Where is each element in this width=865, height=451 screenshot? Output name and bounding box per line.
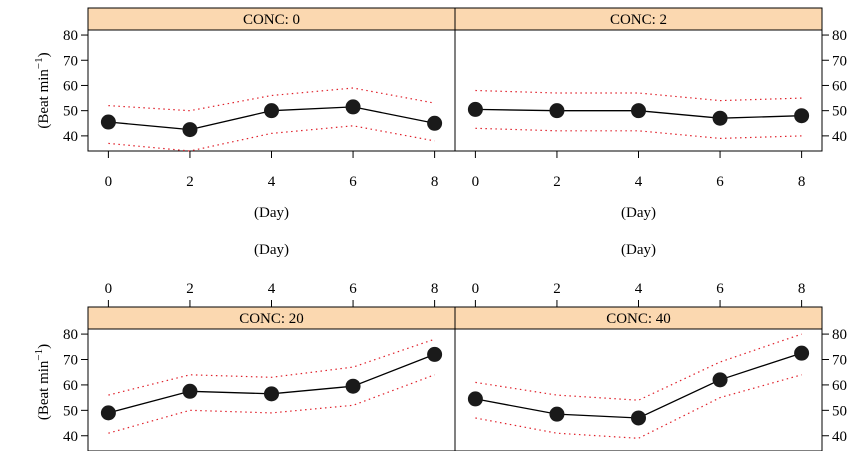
y-tick-label: 60: [832, 378, 847, 394]
mean-line: [108, 353, 435, 414]
data-point: [345, 378, 361, 394]
data-point: [549, 103, 565, 119]
y-tick-label: 70: [832, 353, 847, 369]
data-point: [345, 99, 361, 115]
data-point: [631, 410, 646, 426]
y-tick-label: 50: [63, 104, 78, 120]
data-point: [794, 108, 810, 124]
data-point: [264, 103, 279, 119]
panel-strip-label: CONC: 20: [239, 311, 304, 327]
y-tick-label: 60: [63, 78, 78, 94]
x-tick-label: 0: [105, 174, 113, 190]
y-tick-label: 50: [832, 403, 847, 419]
x-tick-label: 6: [349, 281, 357, 297]
ci-lower-line: [475, 127, 802, 140]
x-tick-label: 0: [105, 281, 113, 297]
ci-lower-line: [108, 125, 435, 152]
x-tick-label: 8: [431, 174, 439, 190]
y-tick-label: 70: [63, 53, 78, 69]
panel-strip-label: CONC: 0: [243, 12, 300, 28]
x-axis-title: (Day): [621, 205, 656, 221]
y-tick-label: 50: [63, 403, 78, 419]
panel-1: CONC: 0 0 2 4 6 8 (Day) 40 50 60 70 80: [63, 7, 456, 221]
x-tick-label: 8: [431, 281, 439, 297]
data-point: [794, 345, 810, 361]
x-tick-label: 8: [798, 281, 806, 297]
y-tick-label: 40: [832, 429, 847, 445]
x-tick-label: 4: [268, 281, 276, 297]
x-axis-title: (Day): [621, 242, 656, 258]
x-tick-label: 2: [186, 174, 194, 190]
ci-upper-line: [475, 333, 802, 401]
y-tick-label: 80: [832, 28, 847, 44]
panel-frame: [454, 328, 823, 451]
panel-4: CONC: 40 0 2 4 6 8 (Day) 40 50 60 70 80: [454, 242, 847, 451]
y-tick-label: 50: [832, 104, 847, 120]
x-tick-label: 4: [635, 174, 643, 190]
x-tick-label: 2: [553, 281, 561, 297]
data-point: [264, 386, 279, 402]
panel-strip-label: CONC: 40: [606, 311, 671, 327]
x-tick-label: 6: [716, 174, 724, 190]
x-tick-label: 2: [553, 174, 561, 190]
x-tick-label: 4: [635, 281, 643, 297]
data-point: [182, 122, 198, 138]
panel-3: CONC: 20 0 2 4 6 8 (Day) 40 50 60 70 80: [63, 242, 456, 451]
panel-strip-label: CONC: 2: [610, 12, 667, 28]
x-tick-label: 2: [186, 281, 194, 297]
data-point: [427, 115, 443, 131]
y-tick-label: 60: [63, 378, 78, 394]
data-point: [631, 103, 646, 119]
y-tick-label: 80: [832, 327, 847, 343]
data-point: [712, 372, 728, 388]
x-tick-label: 6: [349, 174, 357, 190]
x-tick-label: 8: [798, 174, 806, 190]
data-point: [467, 391, 483, 407]
y-tick-label: 60: [832, 78, 847, 94]
ci-lower-line: [475, 374, 802, 439]
data-point: [100, 114, 116, 130]
x-axis-title: (Day): [254, 205, 289, 221]
data-point: [182, 383, 198, 399]
y-tick-label: 80: [63, 28, 78, 44]
x-tick-label: 0: [472, 174, 480, 190]
x-tick-label: 0: [472, 281, 480, 297]
y-tick-label: 70: [832, 53, 847, 69]
x-tick-label: 4: [268, 174, 276, 190]
x-axis-title: (Day): [254, 242, 289, 258]
x-tick-label: 6: [716, 281, 724, 297]
data-point: [100, 405, 116, 421]
ci-lower-line: [108, 374, 435, 434]
y-tick-label: 40: [832, 129, 847, 145]
data-point: [712, 110, 728, 126]
y-axis-title: (Beat min−1): [33, 52, 52, 128]
y-tick-label: 70: [63, 353, 78, 369]
y-axis-title: (Beat min−1): [33, 344, 52, 420]
y-tick-label: 80: [63, 327, 78, 343]
y-tick-label: 40: [63, 429, 78, 445]
panel-frame: [454, 29, 823, 152]
ci-upper-line: [475, 89, 802, 102]
ci-upper-line: [108, 338, 435, 396]
y-tick-label: 40: [63, 129, 78, 145]
data-point: [427, 346, 443, 362]
data-point: [549, 406, 565, 422]
data-point: [467, 101, 483, 117]
mean-line: [475, 352, 802, 419]
panel-2: CONC: 2 0 2 4 6 8 (Day) 40 50 60 70 80: [454, 7, 847, 221]
